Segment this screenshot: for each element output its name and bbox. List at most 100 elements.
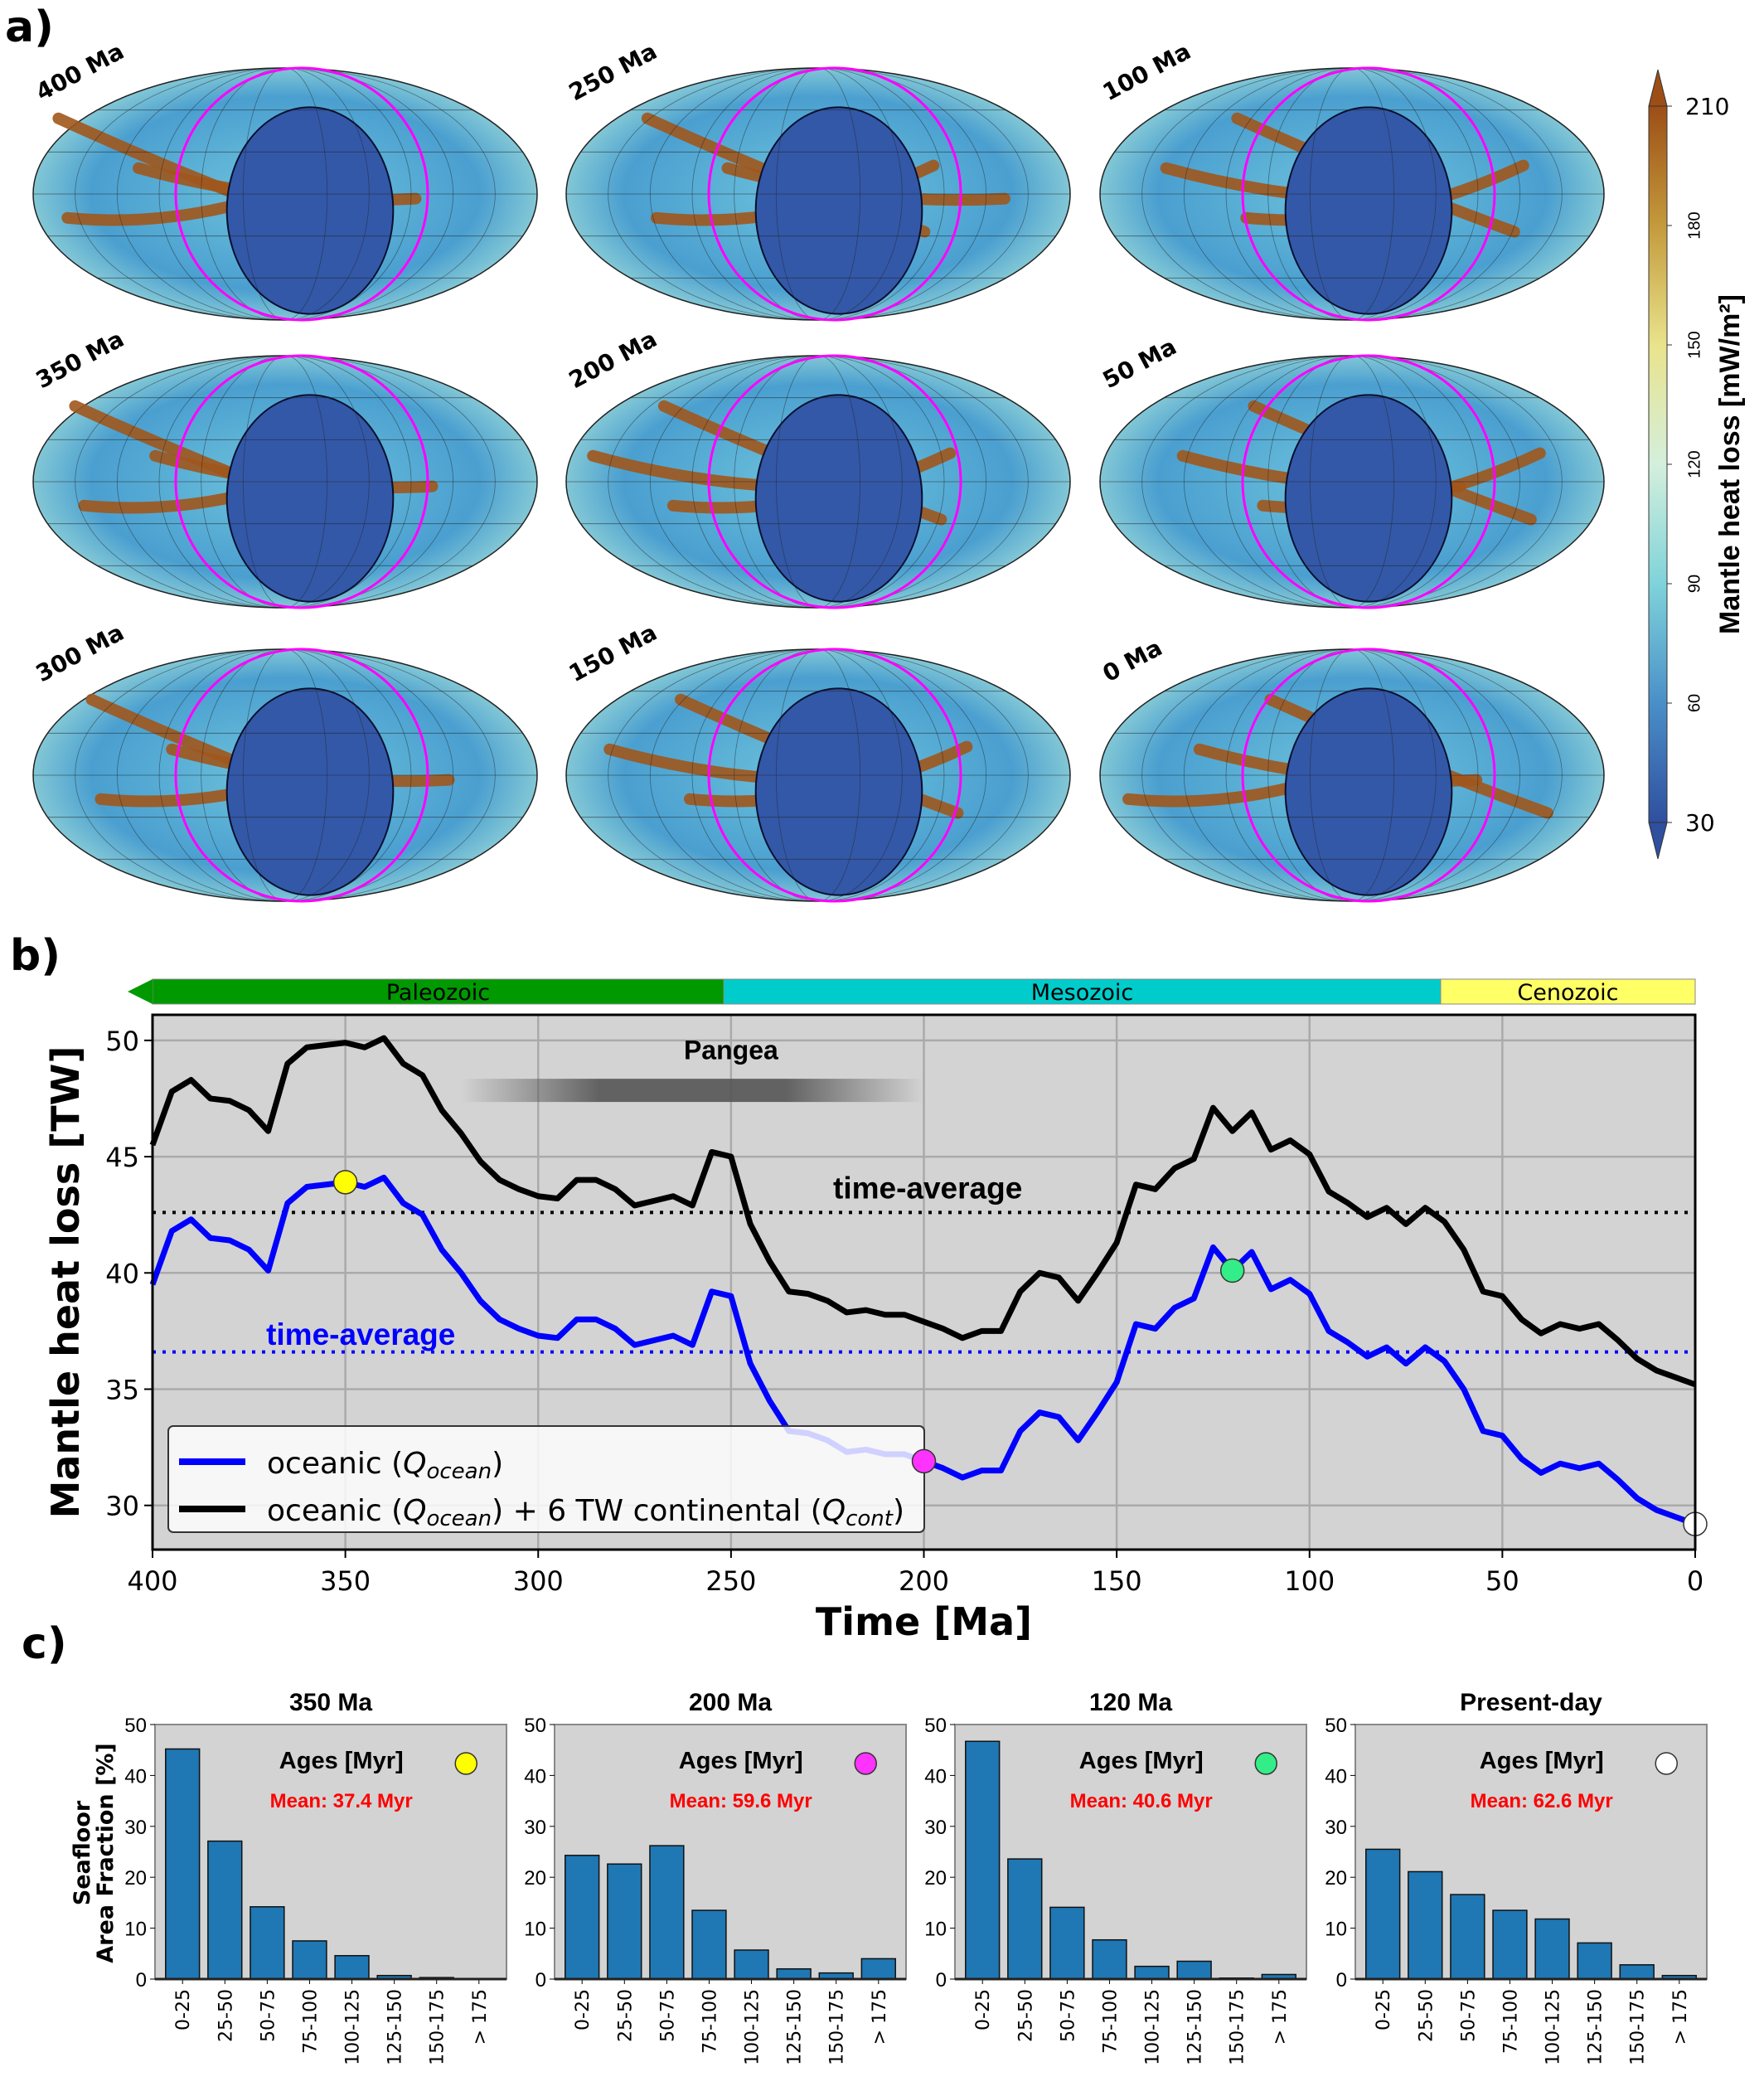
x-tick-label: 50-75 (1058, 1989, 1078, 2042)
map-age-label: 300 Ma (32, 619, 128, 687)
x-tick-label: 100 (1284, 1565, 1335, 1597)
histogram-bar (965, 1740, 1001, 1980)
y-tick-label: 0 (536, 1969, 546, 1992)
x-tick-label: 75-100 (300, 1989, 321, 2054)
era-bar (723, 978, 1442, 1005)
y-tick-label: 20 (524, 1867, 546, 1890)
x-tick-label: 25-50 (615, 1989, 636, 2042)
hemisphere-outline (707, 66, 962, 322)
histogram-bar (607, 1863, 642, 1980)
histogram-bar (1577, 1942, 1612, 1980)
era-bar (152, 978, 724, 1005)
legend-text: ) (893, 1494, 904, 1528)
x-tick-label: 100-125 (1544, 1989, 1564, 2065)
histogram-bar (1134, 1965, 1170, 1980)
histogram-bar (165, 1748, 201, 1980)
x-tick-label: 50-75 (657, 1989, 678, 2042)
y-tick-label: 30 (924, 1817, 947, 1839)
y-tick-label: 50 (524, 1715, 546, 1737)
y-tick-label: 50 (124, 1715, 147, 1737)
y-tick-label: 50 (924, 1715, 947, 1737)
y-tick-label: 0 (1336, 1969, 1347, 1992)
map-panel: 350 Ma (32, 325, 538, 609)
histogram-bar (1176, 1960, 1212, 1980)
x-tick-label: 25-50 (216, 1989, 236, 2042)
x-tick-label: > 175 (870, 1989, 890, 2045)
y-tick-label: 10 (1325, 1919, 1347, 1941)
legend-subscript: ocean (426, 1459, 492, 1484)
x-tick-label: 150-175 (1228, 1989, 1248, 2065)
y-tick-label: 40 (1325, 1765, 1347, 1788)
continent (754, 687, 923, 896)
y-tick-label: 35 (105, 1375, 139, 1406)
legend-label-ocean: oceanic (Qocean) (267, 1447, 503, 1484)
colorbar-extend-min (1648, 822, 1668, 860)
histogram-bar (334, 1955, 370, 1980)
y-tick-label: 40 (105, 1258, 139, 1289)
y-tick-label: 20 (124, 1867, 147, 1890)
y-tick-label: 10 (924, 1919, 947, 1941)
histogram-title: 120 Ma (1089, 1689, 1172, 1716)
plot-frame (151, 1013, 1697, 1551)
era-label: Mesozoic (1031, 980, 1134, 1006)
histogram-title: 200 Ma (689, 1689, 772, 1716)
colorbar-tick-label: 30 (1685, 809, 1715, 837)
x-tick-label: 0-25 (173, 1989, 194, 2030)
era-bar (1440, 978, 1696, 1005)
time-average-label-total: time-average (833, 1172, 1022, 1206)
continent (225, 394, 395, 603)
legend-title: Ages [Myr] (279, 1748, 404, 1774)
snapshot-marker (1655, 1752, 1678, 1775)
colorbar: 30 60 90 120 150 180 210 Mantle heat loss [mW/m… (1648, 69, 1746, 860)
map-panel: 300 Ma (32, 619, 538, 903)
colorbar-tick-label: 150 (1686, 331, 1704, 358)
hemisphere-outline (1241, 648, 1496, 903)
y-tick-label: 10 (124, 1919, 147, 1941)
hemisphere-outline (707, 354, 962, 609)
map-panel: 200 Ma (565, 325, 1071, 609)
x-tick-label: > 175 (1670, 1989, 1691, 2045)
map-grid: 400 Ma 250 Ma 100 Ma 350 Ma 200 Ma 50 Ma 300 M… (32, 37, 1605, 903)
mean-age-label: Mean: 37.4 Myr (270, 1790, 413, 1812)
mean-age-label: Mean: 62.6 Myr (1471, 1790, 1613, 1812)
colorbar-scale (1648, 105, 1668, 823)
era-label: Cenozoic (1517, 980, 1618, 1006)
histogram-bar (250, 1906, 285, 1980)
x-tick-label: 200 (899, 1565, 949, 1597)
y-tick-label: 45 (105, 1142, 139, 1173)
histogram-bar (734, 1949, 769, 1980)
histogram-bar (1408, 1870, 1443, 1980)
histogram-bar (1365, 1848, 1401, 1980)
x-tick-label: 50-75 (1458, 1989, 1479, 2042)
histogram-bar (1619, 1964, 1655, 1980)
x-tick-label: 0-25 (573, 1989, 594, 2030)
legend-label-total: oceanic (Qocean) + 6 TW continental (Qco… (267, 1494, 904, 1531)
x-tick-label: 250 (705, 1565, 756, 1597)
continent (754, 394, 923, 603)
x-tick-label: 25-50 (1015, 1989, 1036, 2042)
map-age-label: 150 Ma (565, 619, 662, 687)
legend-text: Q (822, 1494, 846, 1528)
continent (225, 106, 395, 315)
histogram-bar (649, 1845, 685, 1980)
x-tick-label: 75-100 (1500, 1989, 1521, 2054)
histogram-bar (1450, 1894, 1485, 1980)
hemisphere-outline (174, 66, 429, 322)
histogram-panel: Present-day 0 10 20 30 40 50 0-25 25-50 50-75 75-1… (1325, 1689, 1708, 2065)
x-tick-label: 150 (1092, 1565, 1142, 1597)
x-tick-label: 100-125 (1143, 1989, 1164, 2065)
colorbar-tick-label: 60 (1686, 694, 1704, 712)
y-tick-label: 30 (124, 1817, 147, 1839)
x-tick-label: 100-125 (343, 1989, 364, 2065)
legend-text: Q (403, 1447, 426, 1481)
y-tick-label: 0 (136, 1969, 147, 1992)
x-tick-label: > 175 (1270, 1989, 1291, 2045)
snapshot-marker (1219, 1258, 1245, 1283)
hemisphere-outline (707, 648, 962, 903)
continent (1284, 687, 1453, 896)
legend: oceanic (Qocean) oceanic (Qocean) + 6 TW … (167, 1425, 925, 1533)
map-panel: 0 Ma (1098, 633, 1605, 903)
hemisphere-outline (1241, 354, 1496, 609)
